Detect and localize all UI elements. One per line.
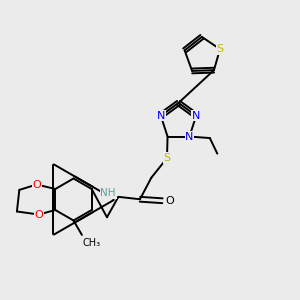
Text: CH₃: CH₃ bbox=[82, 238, 100, 248]
Text: O: O bbox=[34, 209, 43, 220]
Text: O: O bbox=[166, 196, 174, 206]
Text: NH: NH bbox=[100, 188, 116, 198]
Text: N: N bbox=[157, 111, 165, 121]
Text: N: N bbox=[185, 131, 194, 142]
Text: S: S bbox=[164, 153, 170, 163]
Text: O: O bbox=[32, 179, 41, 190]
Text: N: N bbox=[192, 111, 200, 121]
Text: S: S bbox=[216, 44, 224, 54]
